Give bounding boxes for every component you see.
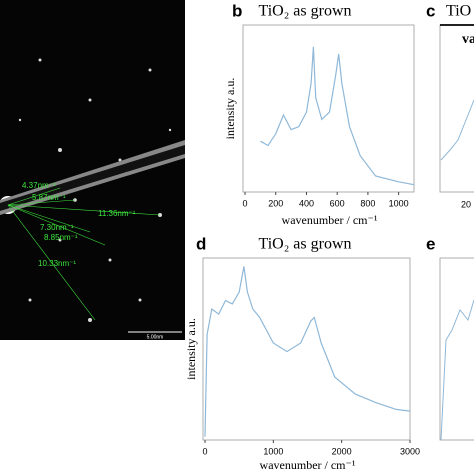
x-tick-label: 2000 bbox=[332, 446, 352, 456]
panel-title: TiO₂ as grown bbox=[259, 236, 352, 253]
plot-frame bbox=[439, 257, 474, 441]
d-spacing-label: 8.85nm⁻¹ bbox=[44, 233, 78, 242]
panel-label: d bbox=[196, 234, 206, 253]
panel-title: TiO₂ as grown bbox=[259, 3, 352, 20]
x-tick-label: 200 bbox=[268, 198, 283, 208]
spectrum-line bbox=[260, 46, 415, 186]
d-spacing-label: 4.37nm⁻¹ bbox=[22, 181, 56, 190]
panel-title: TiO bbox=[446, 3, 471, 20]
beam-stopper-core bbox=[0, 145, 185, 211]
d-spacing-label: 7.30nm⁻¹ bbox=[40, 223, 74, 232]
d-spacing-label: 5.87nm⁻¹ bbox=[32, 193, 66, 202]
plot-frame bbox=[439, 24, 474, 193]
plot-frame bbox=[202, 257, 411, 441]
panel-label: c bbox=[426, 1, 435, 20]
panel-label: e bbox=[426, 234, 435, 253]
y-axis-label: intensity a.u. bbox=[184, 318, 198, 380]
spectrum-line bbox=[204, 266, 411, 437]
spectrum-fragment bbox=[440, 299, 474, 441]
plot-frame bbox=[242, 24, 415, 193]
x-axis-label: wavenumber / cm⁻¹ bbox=[260, 458, 356, 472]
x-tick-label: 3000 bbox=[400, 446, 420, 456]
measure-lines bbox=[7, 187, 161, 321]
inset-label: va bbox=[462, 32, 474, 47]
d-spacing-label: 10.33nm⁻¹ bbox=[38, 259, 76, 268]
y-axis-label: intensity a.u. bbox=[223, 78, 237, 140]
x-tick-label: 800 bbox=[360, 198, 375, 208]
x-tick-label: 20 bbox=[461, 199, 471, 209]
scale-bar-label: 5.00nm bbox=[147, 334, 164, 340]
x-axis-label: wavenumber / cm⁻¹ bbox=[282, 213, 378, 227]
x-tick-label: 1000 bbox=[263, 446, 283, 456]
spectrum-fragment bbox=[440, 99, 474, 161]
x-tick-label: 600 bbox=[330, 198, 345, 208]
d-spacing-label: 11.36nm⁻¹ bbox=[98, 209, 136, 218]
panel-label: b bbox=[232, 1, 242, 20]
x-tick-label: 0 bbox=[202, 446, 207, 456]
x-tick-label: 1000 bbox=[389, 198, 409, 208]
x-tick-label: 0 bbox=[242, 198, 247, 208]
x-tick-label: 400 bbox=[299, 198, 314, 208]
